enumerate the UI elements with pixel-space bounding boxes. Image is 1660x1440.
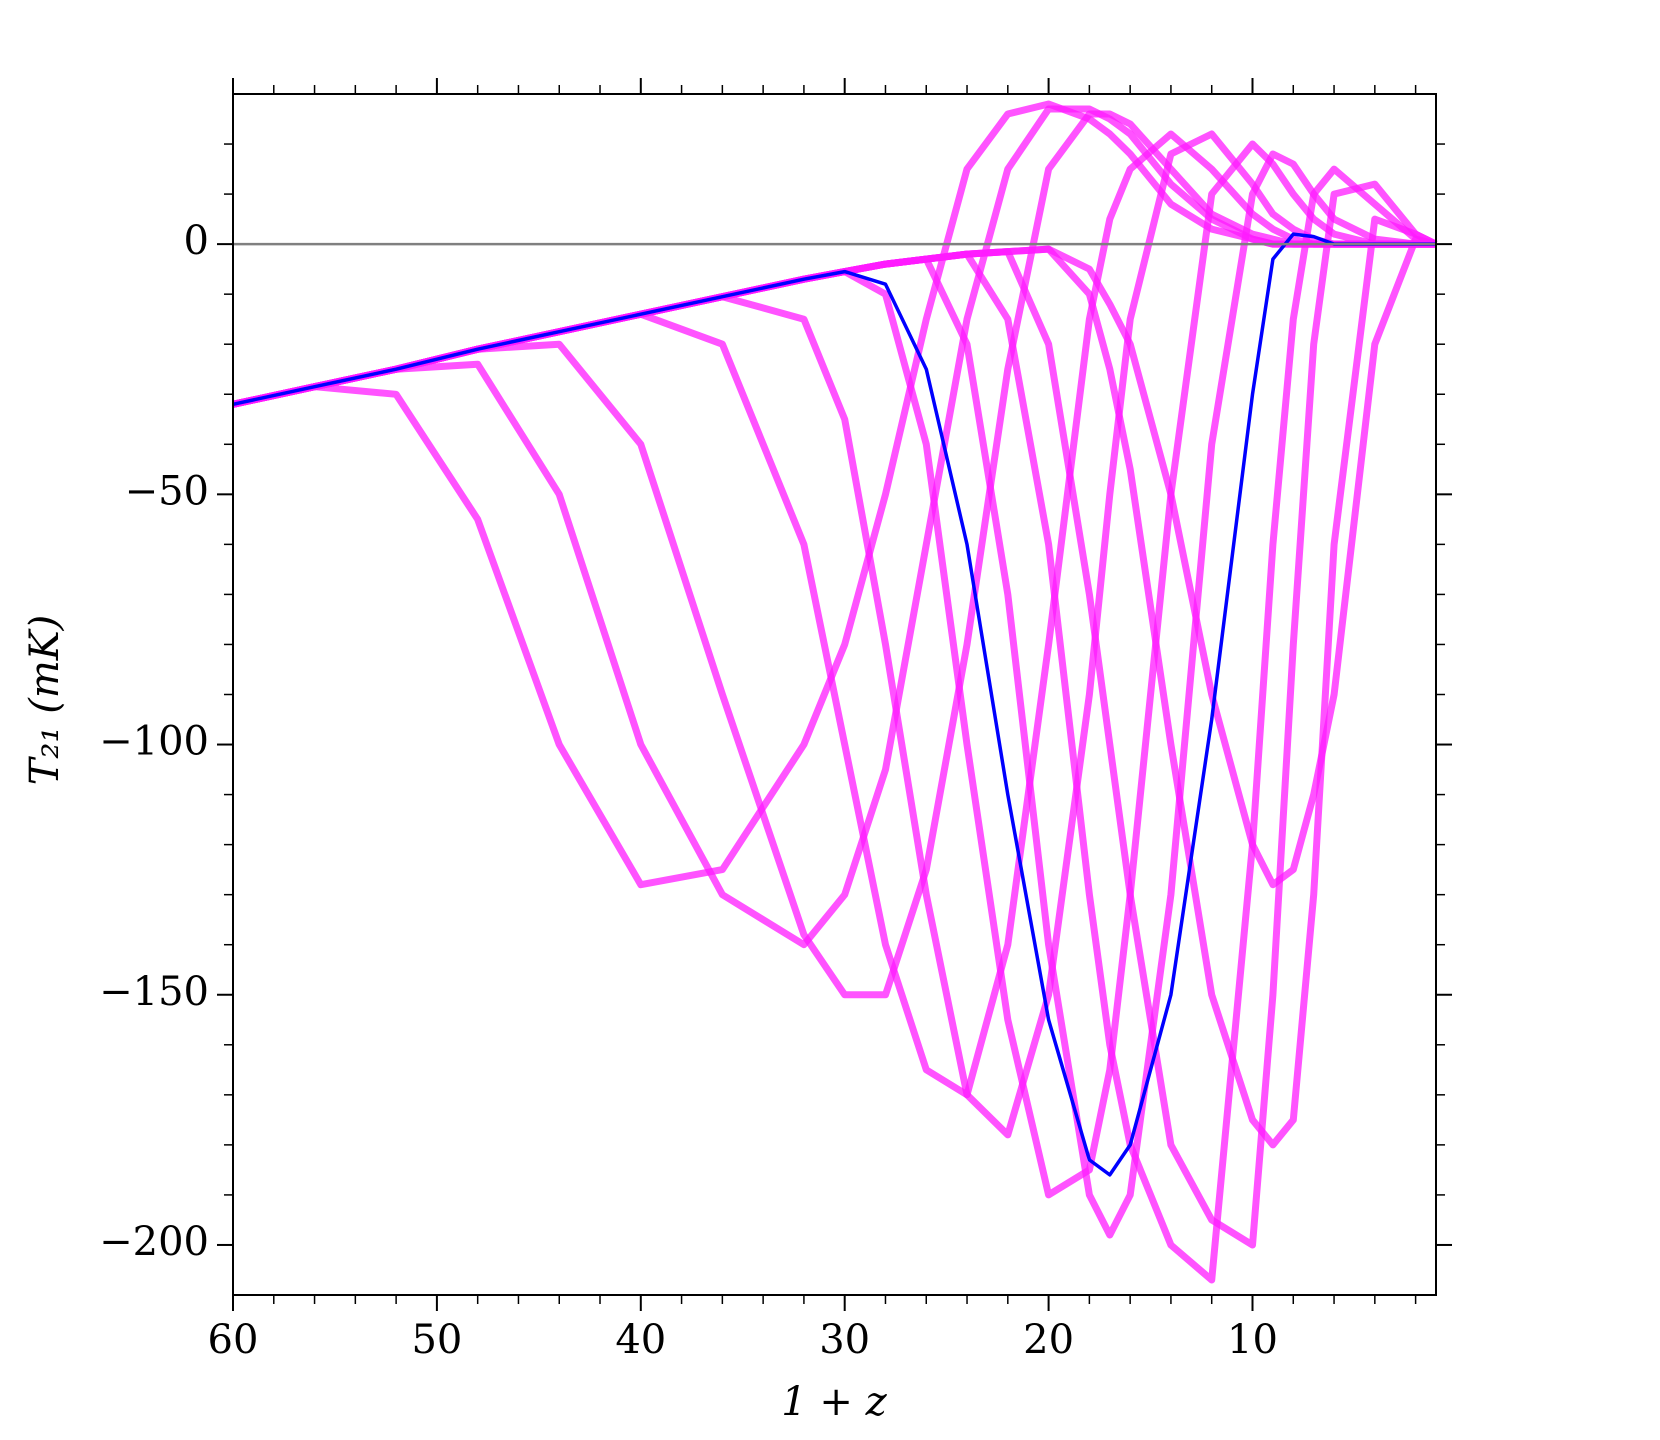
x-tick-label: 40 <box>615 1317 666 1363</box>
plot-area <box>232 100 1438 1284</box>
y-tick-label: −150 <box>99 969 209 1015</box>
y-tick-label: −50 <box>125 468 209 514</box>
x-axis-label: 1 + z <box>781 1379 887 1425</box>
y-axis-label: T₂₁ (mK) <box>22 615 68 786</box>
x-tick-label: 60 <box>208 1317 259 1363</box>
x-tick-label: 10 <box>1227 1317 1278 1363</box>
y-tick-label: 0 <box>184 218 209 264</box>
x-tick-label: 50 <box>411 1317 462 1363</box>
y-tick-label: −100 <box>99 719 209 765</box>
x-tick-label: 20 <box>1023 1317 1074 1363</box>
y-tick-label: −200 <box>99 1219 209 1265</box>
x-tick-label: 30 <box>819 1317 870 1363</box>
highlight-curve <box>232 232 1436 1177</box>
